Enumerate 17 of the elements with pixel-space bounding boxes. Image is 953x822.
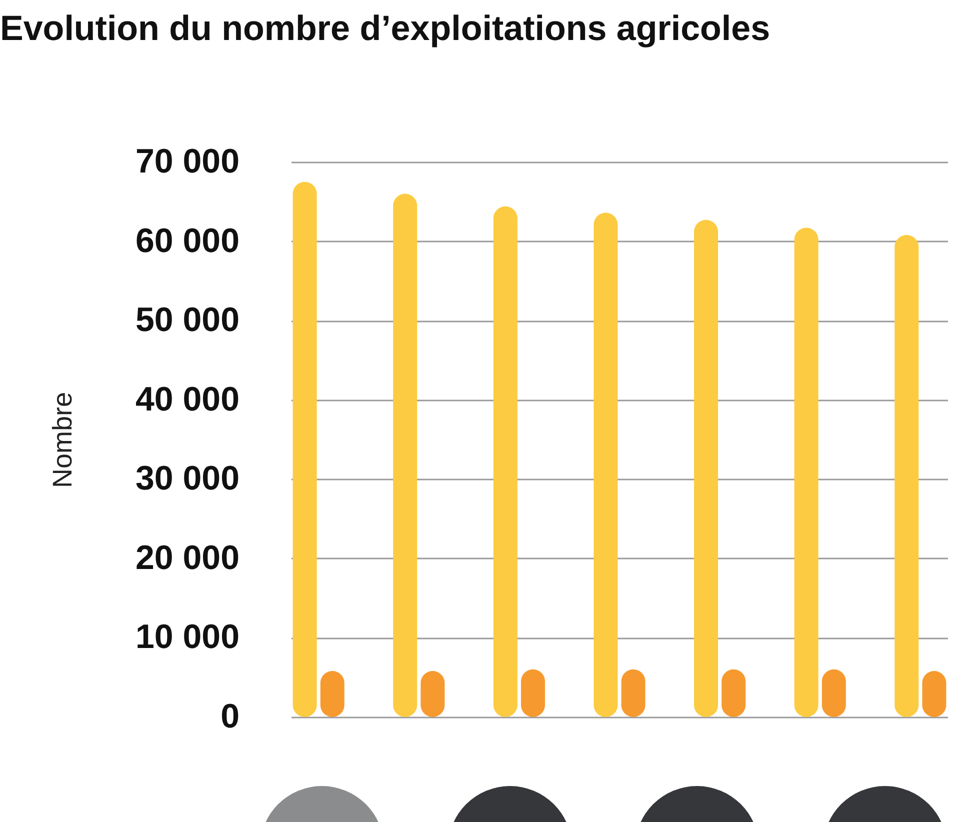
y-tick-label: 60 000 [136,222,240,260]
y-tick-label: 70 000 [136,142,240,180]
y-tick-label: 30 000 [136,460,240,498]
bar [594,212,618,717]
bar [393,194,418,717]
bar [894,234,919,717]
y-tick-label: 0 [220,698,240,736]
bar [694,220,718,717]
chart-title: Evolution du nombre d’exploitations agricoles [0,9,770,48]
bar [292,182,317,717]
y-tick-label: 40 000 [136,380,240,418]
bar [794,228,818,717]
bar [493,206,518,717]
y-tick-label: 50 000 [136,301,240,340]
y-tick-label: 20 000 [136,538,240,577]
y-axis-title: Nombre [48,392,78,488]
y-tick-label: 10 000 [136,618,240,656]
